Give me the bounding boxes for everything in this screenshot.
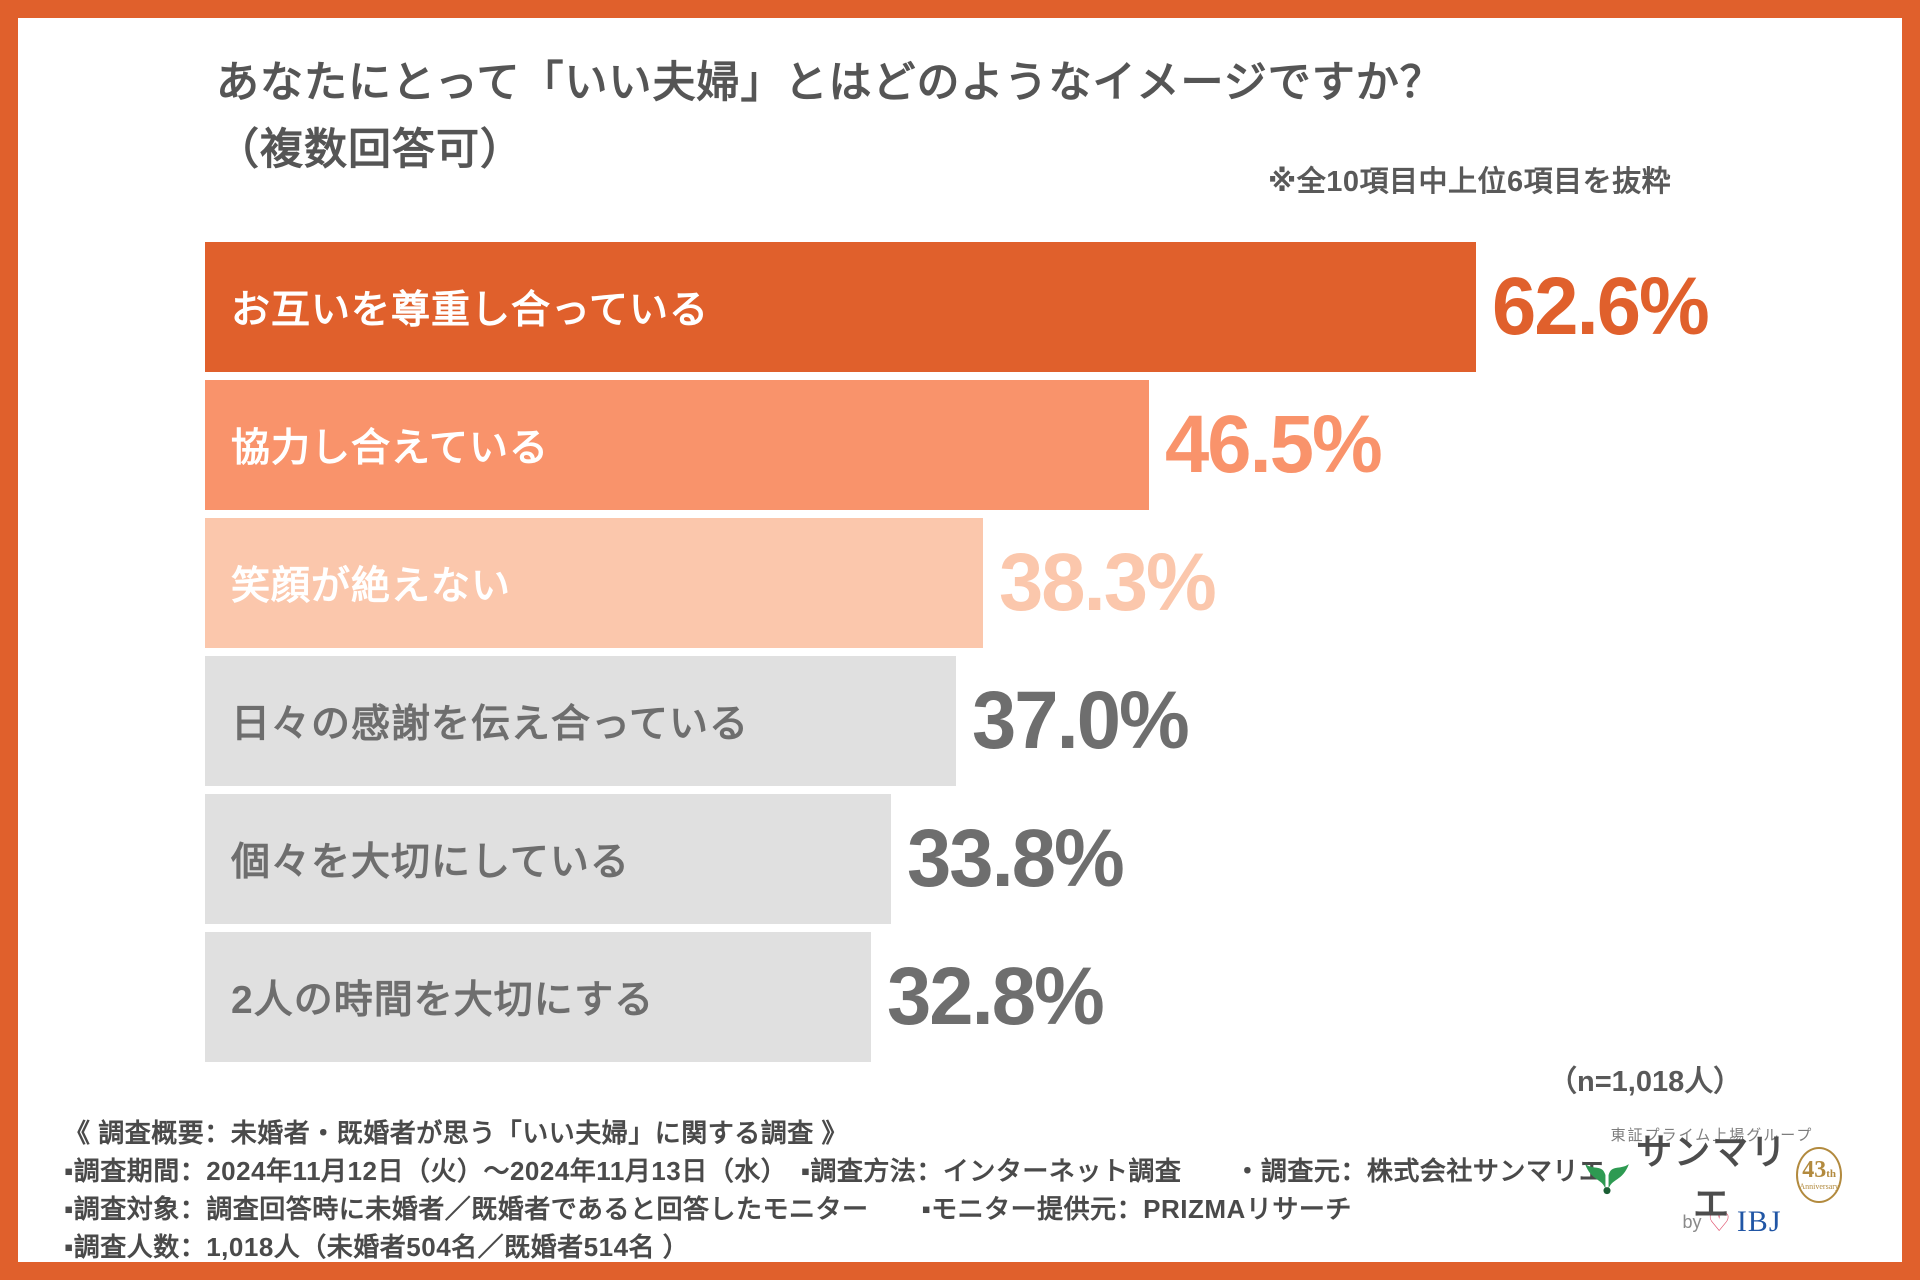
survey-overview-title: 《 調査概要：未婚者・既婚者が思う「いい夫婦」に関する調査 》: [64, 1118, 848, 1148]
sunmarie-leaf-icon: [1585, 1164, 1629, 1195]
bar-chart: お互いを尊重し合っている 62.6% 協力し合えている 46.5% 笑顔が絶えな…: [205, 242, 1895, 1070]
anniversary-number: 43: [1802, 1156, 1827, 1183]
bar-category-label: 笑顔が絶えない: [231, 565, 512, 608]
sample-size-label: （n=1,018人）: [1548, 1066, 1743, 1098]
survey-target-provider: ▪調査対象：調査回答時に未婚者／既婚者であると回答したモニター ▪モニター提供元…: [64, 1194, 1352, 1224]
bar: 笑顔が絶えない: [205, 518, 983, 648]
bar-row: 笑顔が絶えない 38.3%: [205, 518, 1895, 648]
survey-period-method-source: ▪調査期間：2024年11月12日（火）～2024年11月13日（水） ▪調査方…: [64, 1156, 1606, 1186]
anniversary-suffix: th: [1826, 1167, 1837, 1180]
bar-value-label: 62.6%: [1492, 261, 1710, 352]
ibj-label: IBJ: [1736, 1205, 1782, 1238]
chart-title-line2: （複数回答可）: [216, 125, 524, 174]
anniversary-badge: 43th Anniversary: [1796, 1147, 1842, 1203]
chart-note: ※全10項目中上位6項目を抜粋: [1268, 166, 1672, 198]
bar-category-label: 2人の時間を大切にする: [231, 979, 655, 1022]
chart-title: あなたにとって「いい夫婦」とはどのようなイメージですか？ （複数回答可）: [216, 50, 1444, 183]
bar-value-label: 33.8%: [907, 813, 1125, 904]
bar-row: 2人の時間を大切にする 32.8%: [205, 932, 1895, 1062]
bar-category-label: 日々の感謝を伝え合っている: [231, 703, 750, 746]
heart-icon: ♡: [1707, 1207, 1731, 1237]
bar-value-label: 32.8%: [887, 951, 1105, 1042]
bar-row: お互いを尊重し合っている 62.6%: [205, 242, 1895, 372]
survey-respondents: ▪調査人数：1,018人（未婚者504名／既婚者514名 ）: [64, 1232, 690, 1262]
logo-by-row: by ♡ IBJ: [1582, 1205, 1842, 1239]
bar: お互いを尊重し合っている: [205, 242, 1476, 372]
bar: 日々の感謝を伝え合っている: [205, 656, 956, 786]
bar: 協力し合えている: [205, 380, 1149, 510]
sunmarie-logo: 東証プライム上場グループ サンマリエ 43th Anniversary by ♡…: [1582, 1124, 1842, 1239]
bar-row: 日々の感謝を伝え合っている 37.0%: [205, 656, 1895, 786]
chart-title-line1: あなたにとって「いい夫婦」とはどのようなイメージですか？: [216, 59, 1444, 107]
survey-overview: 《 調査概要：未婚者・既婚者が思う「いい夫婦」に関する調査 》 ▪調査期間：20…: [64, 1114, 1605, 1266]
bar-row: 個々を大切にしている 33.8%: [205, 794, 1895, 924]
by-label: by: [1682, 1211, 1702, 1232]
bar-row: 協力し合えている 46.5%: [205, 380, 1895, 510]
bar-value-label: 38.3%: [999, 537, 1217, 628]
bar-category-label: 協力し合えている: [231, 427, 550, 470]
bar-value-label: 37.0%: [972, 675, 1190, 766]
logo-group-caption: 東証プライム上場グループ: [1610, 1127, 1814, 1144]
bar: 2人の時間を大切にする: [205, 932, 871, 1062]
bar-category-label: お互いを尊重し合っている: [231, 289, 710, 332]
bar-value-label: 46.5%: [1165, 399, 1383, 490]
bar-category-label: 個々を大切にしている: [231, 841, 630, 884]
anniversary-caption: Anniversary: [1799, 1181, 1839, 1191]
brand-name: サンマリエ: [1636, 1131, 1789, 1224]
logo-main-row: サンマリエ 43th Anniversary: [1582, 1131, 1842, 1224]
bar: 個々を大切にしている: [205, 794, 891, 924]
